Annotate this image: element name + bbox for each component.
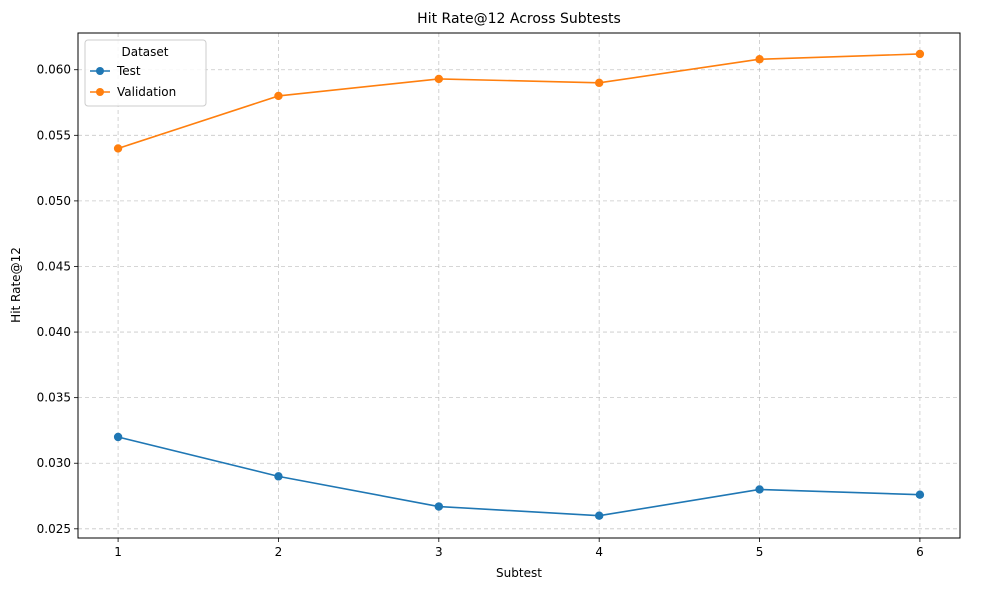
y-tick-label: 0.030 <box>37 456 71 470</box>
y-axis: 0.025 0.030 0.035 0.040 0.045 0.050 0.055 0.060 <box>37 63 78 536</box>
y-axis-label: Hit Rate@12 <box>9 247 23 323</box>
y-tick-label: 0.055 <box>37 128 71 142</box>
legend-label-test: Test <box>116 64 141 78</box>
data-point-validation <box>594 78 604 88</box>
series-line-validation <box>117 53 920 150</box>
y-tick-label: 0.060 <box>37 63 71 77</box>
legend-box <box>84 39 207 107</box>
data-point-validation <box>434 74 444 84</box>
x-tick-label: 3 <box>435 545 443 559</box>
data-point-validation <box>113 144 123 153</box>
y-tick-label: 0.025 <box>37 522 71 536</box>
data-point-test <box>915 490 925 499</box>
legend-title: Dataset <box>122 45 169 59</box>
series-layer <box>113 49 925 520</box>
y-tick-label: 0.045 <box>37 259 71 273</box>
series-line-test <box>117 436 920 517</box>
x-tick-label: 1 <box>114 545 122 559</box>
data-point-validation <box>915 49 925 59</box>
x-tick-label: 2 <box>275 545 283 559</box>
x-tick-label: 4 <box>595 545 603 559</box>
x-axis: 1 2 3 4 5 6 <box>114 538 924 559</box>
y-tick-label: 0.050 <box>37 194 71 208</box>
x-tick-label: 5 <box>756 545 764 559</box>
legend-label-validation: Validation <box>117 85 176 99</box>
data-point-test <box>274 472 283 481</box>
y-tick-label: 0.040 <box>37 325 71 339</box>
data-point-test <box>113 432 123 442</box>
data-point-test <box>755 485 764 494</box>
legend-marker-validation <box>96 88 104 96</box>
legend-marker-test <box>96 67 104 75</box>
grid <box>78 33 960 538</box>
plot-frame <box>77 32 961 539</box>
chart-title: Hit Rate@12 Across Subtests <box>417 11 621 27</box>
legend: Dataset Test Validation <box>84 39 207 107</box>
x-axis-label: Subtest <box>496 566 542 580</box>
y-tick-label: 0.035 <box>37 391 71 405</box>
data-point-validation <box>274 91 283 101</box>
data-point-test <box>434 502 444 511</box>
data-point-validation <box>755 55 764 64</box>
x-tick-label: 6 <box>916 545 924 559</box>
data-point-test <box>594 511 604 520</box>
